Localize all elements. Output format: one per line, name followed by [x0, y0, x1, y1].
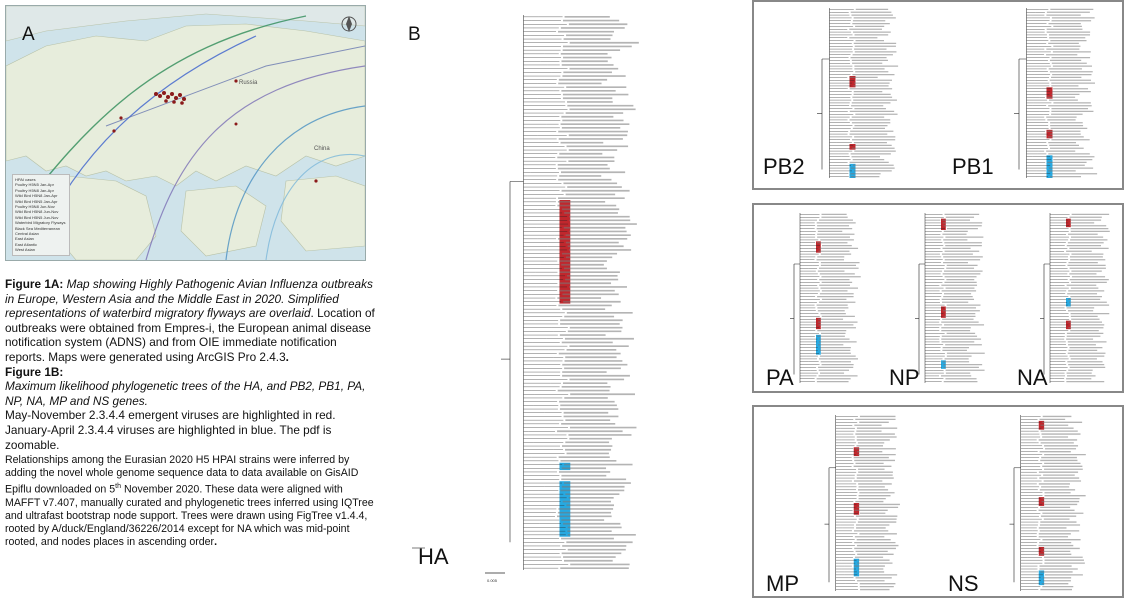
- panel-a-letter: A: [22, 24, 35, 45]
- tree-branches: [817, 8, 899, 178]
- red-clade-highlight: [1046, 87, 1053, 99]
- caption-1a-end: .: [285, 349, 289, 364]
- red-clade-highlight: [941, 218, 946, 230]
- figure-caption: Figure 1A: Map showing Highly Pathogenic…: [5, 277, 380, 549]
- ns-tree-label: NS: [948, 571, 979, 596]
- methods-text-b: November 2020. These data were aligned w…: [5, 483, 374, 548]
- map-legend-item: East Asian: [15, 236, 34, 242]
- caption-1b-label: Figure 1B:: [5, 364, 64, 379]
- tree-branches: [1040, 213, 1110, 383]
- red-clade-highlight: [853, 447, 860, 457]
- map-legend: HPAI cases Poultry H5N5 Jan-Apr Poultry H5…: [12, 174, 70, 256]
- red-clade-highlight: [559, 200, 571, 304]
- map-legend-item: Wild Bird H5N8 Jan-Apr: [15, 193, 58, 199]
- map-legend-item: HPAI cases: [15, 177, 36, 182]
- methods-text-a: Relationships among the Eurasian 2020 H5…: [5, 454, 359, 496]
- caption-1b-label-line: Figure 1B:: [5, 365, 380, 380]
- tree-branches: [790, 213, 861, 383]
- pb2-tree-label: PB2: [763, 154, 805, 179]
- red-clade-highlight: [941, 306, 946, 318]
- segment-box-3: [752, 405, 1124, 598]
- blue-clade-highlight: [1038, 570, 1045, 586]
- segment-box-1-trees: [817, 8, 1098, 178]
- np-tree-label: NP: [889, 365, 920, 390]
- map-legend-item: West Asian: [15, 247, 35, 253]
- tree-branches: [501, 15, 639, 570]
- methods-sup: th: [115, 483, 121, 491]
- ha-tree-graphic: [412, 15, 639, 574]
- caption-1a-italic: Map showing Highly Pathogenic Avian Infl…: [5, 277, 373, 321]
- red-clade-highlight: [816, 241, 821, 253]
- caption-1a-label: Figure 1A:: [5, 277, 64, 291]
- map-legend-item: Wild Bird H5N5 Jun-Nov: [15, 214, 59, 220]
- red-clade-highlight: [849, 144, 856, 150]
- red-clade-highlight: [1046, 129, 1053, 139]
- caption-1b-italic: Maximum likelihood phylogenetic trees of…: [5, 379, 366, 408]
- blue-clade-highlight: [849, 163, 856, 178]
- map-legend-item: Poultry H5N5 Jan-Apr: [15, 182, 54, 188]
- caption-1b-blue: January-April 2.3.4.4 viruses are highli…: [5, 422, 332, 452]
- ha-tree: [400, 5, 745, 595]
- caption-methods: Relationships among the Eurasian 2020 H5…: [5, 454, 380, 549]
- map-legend-item: East Atlantic: [15, 241, 38, 247]
- map-legend-item: Wild Bird H5N5 Jan-Apr: [15, 198, 58, 204]
- map-legend-item: Wild Bird H5N8 Jun-Nov: [15, 209, 59, 215]
- caption-1a: Figure 1A: Map showing Highly Pathogenic…: [5, 277, 380, 365]
- blue-clade-highlight: [941, 360, 946, 369]
- map-legend-item: Central Asian: [15, 231, 39, 237]
- ha-scale-label: 0.005: [487, 578, 498, 583]
- tree-branches: [824, 415, 900, 591]
- red-clade-highlight: [1066, 218, 1071, 228]
- map-legend-item: Black Sea Mediterranean: [15, 225, 60, 231]
- region-label: Russia: [239, 80, 258, 86]
- red-clade-highlight: [853, 503, 860, 515]
- methods-end: .: [214, 535, 218, 548]
- map-legend-item: Poultry H5N8 Jun-Nov: [15, 204, 55, 210]
- tree-branches: [915, 213, 985, 383]
- segment-box-2: [752, 203, 1124, 393]
- segment-box-1: [752, 0, 1124, 190]
- pb1-tree-label: PB1: [952, 154, 994, 179]
- red-clade-highlight: [849, 76, 856, 88]
- red-clade-highlight: [1038, 547, 1045, 556]
- caption-1a-text: . Location of outbreaks were obtained fr…: [5, 306, 375, 364]
- na-tree-label: NA: [1017, 365, 1048, 390]
- outbreak-map: HPAI cases Poultry H5N5 Jan-Apr Poultry H5…: [5, 5, 366, 261]
- mp-tree-label: MP: [766, 571, 799, 596]
- map-legend-item: Poultry H5N8 Jan-Apr: [15, 187, 54, 193]
- caption-1b-red: May-November 2.3.4.4 emergent viruses ar…: [5, 408, 336, 423]
- tree-branches: [1009, 415, 1086, 591]
- blue-clade-highlight: [559, 462, 571, 471]
- blue-clade-highlight: [1066, 298, 1071, 307]
- blue-clade-highlight: [1046, 155, 1053, 178]
- panel-b-letter: B: [408, 24, 421, 45]
- tree-branches: [1014, 8, 1098, 178]
- segment-box-3-trees: [824, 415, 1086, 591]
- red-clade-highlight: [816, 317, 821, 330]
- pa-tree-label: PA: [766, 365, 794, 390]
- map-legend-item: Waterbird Migratory Flyways: [15, 220, 66, 226]
- segment-box-2-trees: [790, 213, 1110, 383]
- ha-tree-label: HA: [418, 544, 449, 569]
- blue-clade-highlight: [853, 558, 860, 577]
- red-clade-highlight: [1038, 497, 1045, 506]
- region-label: China: [314, 146, 330, 152]
